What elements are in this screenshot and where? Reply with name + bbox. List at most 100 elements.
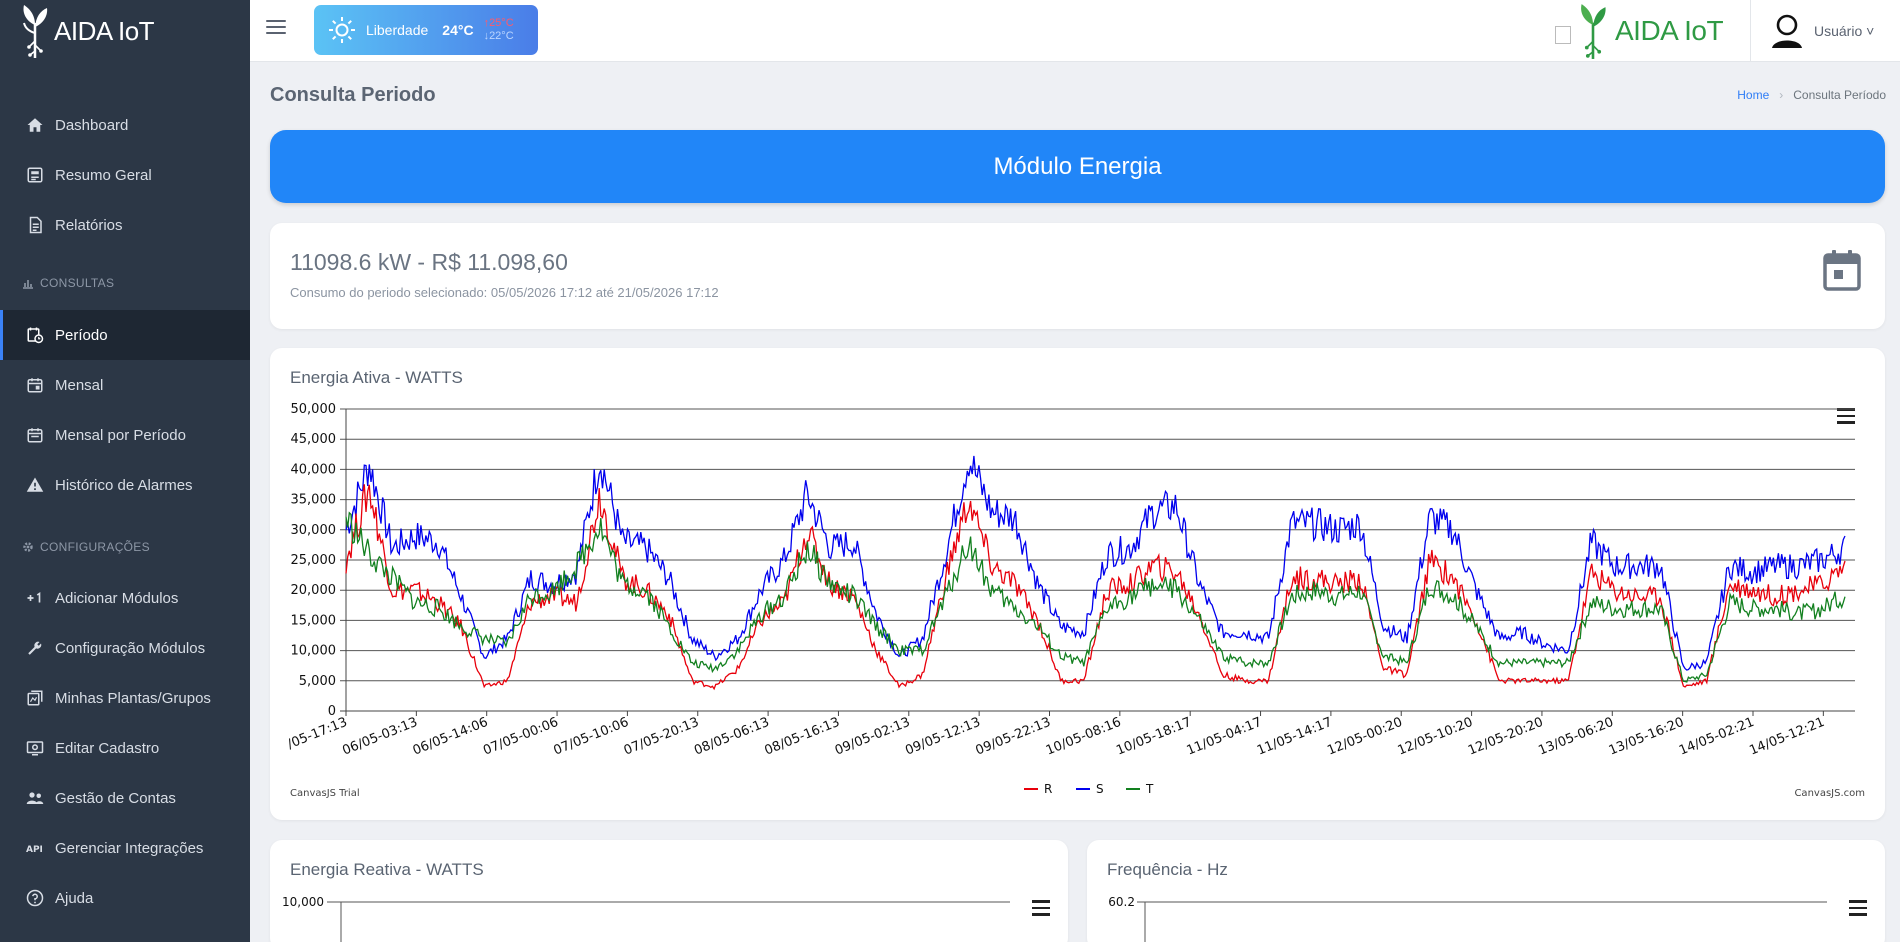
chart-menu-icon[interactable]: [1032, 900, 1050, 916]
x-tick-label: 09/05-22:13: [974, 715, 1053, 759]
x-tick-label: 10/05-18:17: [1114, 715, 1193, 759]
calendar-icon: [24, 374, 46, 396]
reactive-energy-chart-card: Energia Reativa - WATTS 10,000: [270, 840, 1068, 942]
sidebar-item-mensal[interactable]: Mensal: [0, 360, 250, 410]
plus-one-icon: [24, 587, 46, 609]
legend-label: S: [1096, 782, 1104, 796]
legend-label: T: [1145, 782, 1154, 796]
summary-icon: [24, 164, 46, 186]
x-tick-label: 09/05-12:13: [903, 715, 982, 759]
chart-title: Frequência - Hz: [1107, 860, 1228, 879]
sidebar-item-label: Mensal por Período: [55, 426, 186, 444]
frequency-chart: 60.2: [1108, 895, 1827, 942]
series-line-S: [345, 455, 1846, 671]
sidebar-item-periodo[interactable]: Período: [0, 310, 250, 360]
sidebar-item-label: Gerenciar Integrações: [55, 839, 204, 857]
y-tick-label: 15,000: [291, 613, 337, 628]
y-tick-label: 60.2: [1108, 895, 1135, 909]
sidebar-item-relatorios[interactable]: Relatórios: [0, 200, 250, 250]
x-tick-label: 14/05-02:21: [1677, 715, 1756, 759]
chart-watermark: CanvasJS Trial: [290, 788, 360, 799]
x-tick-label: 12/05-10:20: [1396, 715, 1475, 759]
topbar-divider: [1750, 0, 1751, 62]
y-tick-label: 25,000: [291, 553, 337, 568]
weather-max: ↑25°C: [483, 17, 514, 29]
weather-temp: 24°C: [442, 22, 474, 38]
sidebar-item-label: Histórico de Alarmes: [55, 476, 193, 494]
y-tick-label: 35,000: [291, 493, 337, 508]
x-tick-label: 12/05-20:20: [1466, 715, 1545, 759]
section-consultas: CONSULTAS: [22, 276, 114, 290]
active-energy-chart-card: Energia Ativa - WATTS 0 5,000 10,000 15,000…: [270, 348, 1885, 820]
y-tick-label: 30,000: [291, 523, 337, 538]
sidebar-item-mensal-por-periodo[interactable]: Mensal por Período: [0, 410, 250, 460]
y-tick-label: 5,000: [299, 674, 336, 689]
chart-title: Energia Reativa - WATTS: [290, 860, 484, 879]
x-tick-label: /05-17:13: [285, 715, 349, 753]
home-icon: [24, 114, 46, 136]
plant-logo-icon: [23, 5, 48, 58]
series-line-T: [345, 511, 1846, 683]
sidebar-item-label: Minhas Plantas/Grupos: [55, 689, 211, 707]
gear-icon: [23, 542, 33, 552]
y-tick-label: 10,000: [282, 895, 324, 909]
sidebar-item-resumo-geral[interactable]: Resumo Geral: [0, 150, 250, 200]
x-tick-label: 07/05-20:13: [622, 715, 701, 759]
active-energy-chart: 0 5,000 10,000 15,000 20,000 25,000 30,000 35,0…: [285, 402, 1865, 799]
summary-value: 11098.6 kW - R$ 11.098,60: [290, 249, 568, 275]
calendar-picker-icon[interactable]: [1823, 249, 1861, 291]
calendar-clock-icon: [24, 324, 46, 346]
sidebar-item-ajuda[interactable]: Ajuda: [0, 873, 250, 923]
sidebar-item-configuracao-modulos[interactable]: Configuração Módulos: [0, 623, 250, 673]
sidebar-item-minhas-plantas[interactable]: Minhas Plantas/Grupos: [0, 673, 250, 723]
x-tick-label: 13/05-06:20: [1536, 715, 1615, 759]
sidebar-item-label: Relatórios: [55, 216, 123, 234]
chart-credit: CanvasJS.com: [1794, 788, 1865, 799]
chart-menu-icon[interactable]: [1849, 900, 1867, 916]
calendar-range-icon: [24, 424, 46, 446]
x-tick-label: 13/05-16:20: [1607, 715, 1686, 759]
menu-toggle-icon[interactable]: [266, 20, 286, 40]
x-tick-label: 14/05-12:21: [1747, 715, 1826, 759]
sidebar-item-historico-alarmes[interactable]: Histórico de Alarmes: [0, 460, 250, 510]
breadcrumb-current: Consulta Período: [1793, 88, 1886, 102]
x-tick-label: 08/05-06:13: [692, 715, 771, 759]
user-menu[interactable]: Usuário ˅: [1768, 12, 1874, 50]
frequency-chart-card: Frequência - Hz 60.2: [1087, 840, 1885, 942]
x-tick-label: 07/05-10:06: [551, 715, 630, 759]
chart-icon: [23, 280, 33, 289]
sidebar-item-label: Dashboard: [55, 116, 129, 134]
sidebar-item-label: Ajuda: [55, 889, 94, 907]
topbar: Liberdade 24°C ↑25°C ↓22°C AIDA IoT Usuá…: [250, 0, 1900, 62]
x-tick-label: 11/05-04:17: [1185, 715, 1264, 759]
sidebar-item-gerenciar-integracoes[interactable]: API Gerenciar Integrações: [0, 823, 250, 873]
help-icon: [24, 887, 46, 909]
reactive-energy-chart: 10,000: [282, 895, 1010, 942]
sidebar-item-dashboard[interactable]: Dashboard: [0, 100, 250, 150]
alarm-icon: [24, 474, 46, 496]
x-tick-label: 06/05-03:13: [340, 715, 419, 759]
chart-title: Energia Ativa - WATTS: [290, 368, 463, 387]
sidebar-item-gestao-contas[interactable]: Gestão de Contas: [0, 773, 250, 823]
module-banner: Módulo Energia: [270, 130, 1885, 203]
y-tick-label: 10,000: [291, 644, 337, 659]
summary-caption: Consumo do periodo selecionado: 05/05/20…: [290, 285, 719, 300]
breadcrumb-home[interactable]: Home: [1737, 88, 1770, 102]
section-configuracoes: CONFIGURAÇÕES: [22, 540, 150, 554]
sidebar-item-editar-cadastro[interactable]: Editar Cadastro: [0, 723, 250, 773]
weather-widget: Liberdade 24°C ↑25°C ↓22°C: [314, 5, 538, 55]
y-tick-label: 20,000: [291, 583, 337, 598]
x-tick-label: 11/05-14:17: [1255, 715, 1334, 759]
sidebar-item-adicionar-modulos[interactable]: Adicionar Módulos: [0, 573, 250, 623]
brand-logo[interactable]: AIDA IoT: [0, 0, 250, 62]
x-tick-label: 12/05-00:20: [1325, 715, 1404, 759]
plants-icon: [24, 687, 46, 709]
sidebar: AIDA IoT Dashboard Resumo Geral Relatóri…: [0, 0, 250, 942]
y-tick-label: 40,000: [291, 462, 337, 477]
breadcrumb: Home › Consulta Período: [1737, 88, 1886, 102]
api-icon: API: [24, 837, 46, 859]
weather-min: ↓22°C: [483, 30, 514, 42]
x-tick-label: 08/05-16:13: [762, 715, 841, 759]
sidebar-item-label: Configuração Módulos: [55, 639, 206, 657]
weather-city: Liberdade: [366, 22, 429, 38]
